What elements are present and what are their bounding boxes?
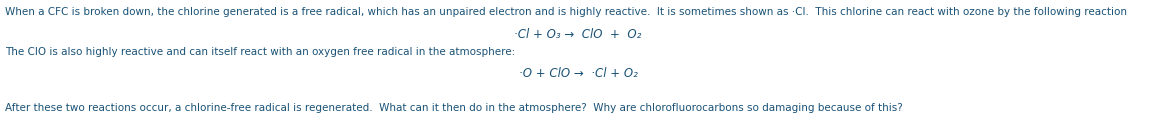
Text: When a CFC is broken down, the chlorine generated is a free radical, which has a: When a CFC is broken down, the chlorine … <box>5 7 1127 17</box>
Text: The ClO is also highly reactive and can itself react with an oxygen free radical: The ClO is also highly reactive and can … <box>5 47 516 57</box>
Text: After these two reactions occur, a chlorine-free radical is regenerated.  What c: After these two reactions occur, a chlor… <box>5 103 903 113</box>
Text: ·Cl + O₃ →  ClO  +  O₂: ·Cl + O₃ → ClO + O₂ <box>514 28 642 41</box>
Text: ·O + ClO →  ·Cl + O₂: ·O + ClO → ·Cl + O₂ <box>519 67 637 80</box>
